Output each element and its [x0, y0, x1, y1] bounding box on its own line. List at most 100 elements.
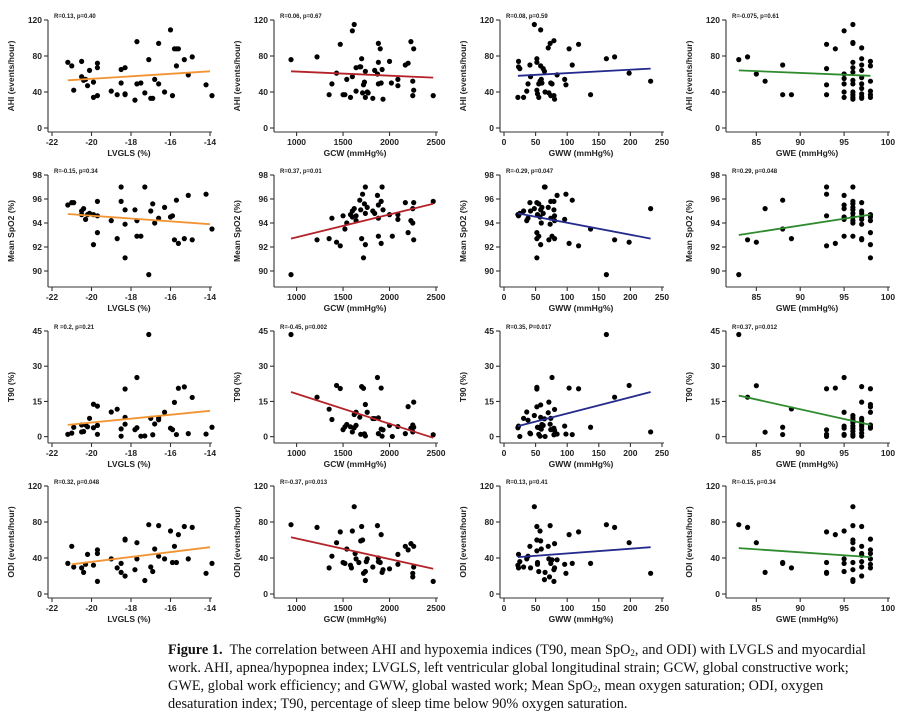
data-point [612, 237, 618, 243]
correlation-annotation: R=-0.15, p=0.34 [54, 169, 98, 175]
data-point [534, 561, 541, 567]
x-tick-label: -16 [164, 448, 177, 458]
x-tick-label: 150 [592, 137, 606, 147]
y-tick-label: 0 [263, 589, 268, 599]
data-point [347, 94, 354, 100]
data-point [867, 565, 874, 571]
data-point [203, 431, 209, 437]
data-point [566, 385, 572, 391]
data-point [288, 57, 294, 63]
data-point [762, 206, 768, 212]
data-point [520, 564, 527, 570]
x-tick-label: -18 [125, 292, 138, 302]
data-point [175, 532, 181, 538]
data-point [374, 523, 381, 529]
data-point [156, 553, 162, 559]
data-point [169, 93, 176, 99]
y-axis-title: T90 (%) [684, 372, 694, 402]
data-point [342, 560, 348, 566]
data-point [359, 523, 365, 530]
data-point [536, 94, 542, 100]
regression-line [738, 69, 871, 77]
data-point [527, 431, 534, 437]
data-point [563, 82, 569, 88]
data-point [134, 81, 140, 87]
data-point [762, 569, 768, 575]
data-point [744, 237, 751, 243]
regression-line [67, 213, 211, 226]
data-point [823, 433, 830, 440]
data-point [430, 198, 436, 204]
y-tick-label: 80 [711, 517, 721, 527]
data-point [408, 39, 414, 45]
y-tick-label: 94 [485, 218, 495, 228]
data-point [527, 543, 533, 549]
x-tick-label: 1000 [287, 292, 306, 302]
data-point [549, 374, 555, 381]
correlation-annotation: R=0.37, p=0.012 [732, 325, 778, 331]
data-point [520, 208, 527, 214]
data-point [562, 561, 568, 567]
data-point [859, 543, 865, 549]
data-point [379, 66, 385, 73]
data-point [209, 560, 215, 566]
data-point [118, 198, 124, 204]
data-point [736, 522, 742, 528]
x-axis-title: LVGLS (%) [107, 459, 150, 469]
data-point [753, 71, 759, 77]
x-tick-label: 1500 [334, 448, 353, 458]
scatter-plot-svg: 0 40 80 120 -22 -20 -18 -16 -14 LVGLS (%) ODI (eve… [6, 480, 217, 624]
data-point [90, 425, 97, 431]
data-point [841, 233, 847, 239]
data-point [823, 191, 830, 197]
data-point [360, 255, 367, 261]
data-point [161, 204, 168, 210]
data-point [357, 197, 363, 203]
data-point [342, 226, 348, 232]
x-tick-label: -20 [85, 137, 98, 147]
y-tick-label: 120 [706, 15, 720, 25]
data-point [203, 191, 209, 197]
y-tick-label: 92 [711, 242, 721, 252]
data-point [361, 79, 368, 85]
data-point [626, 70, 632, 76]
data-point [405, 547, 411, 553]
data-point [525, 81, 531, 87]
y-tick-label: 96 [711, 194, 721, 204]
scatter-panel: 0 40 80 120 1000 1500 2000 2500 GCW (mmHg%) AHI (… [226, 0, 452, 158]
x-tick-label: 90 [795, 603, 805, 613]
x-tick-label: -14 [204, 603, 217, 613]
data-point [146, 57, 152, 63]
data-point [134, 540, 140, 546]
y-tick-label: 80 [259, 51, 269, 61]
data-point [859, 433, 865, 439]
data-point [551, 213, 558, 219]
x-tick-label: 50 [531, 137, 541, 147]
data-point [562, 216, 568, 222]
data-point [148, 564, 154, 570]
correlation-annotation: R=0.13, p=0.41 [506, 480, 548, 486]
data-point [380, 96, 386, 102]
x-tick-label: 100 [881, 137, 895, 147]
data-point [541, 577, 548, 583]
data-point [612, 54, 618, 60]
data-point [94, 198, 101, 204]
scatter-panel: 90 92 94 96 98 0 50 100 150 200 250 GWW (mmHg%) Mean… [452, 155, 678, 313]
data-point [337, 385, 343, 392]
x-axis-title: GWE (mmHg%) [776, 148, 839, 158]
scatter-panel: 0 15 30 45 85 90 95 100 GWE (mmHg%) T90 (%) R=0.37… [678, 311, 904, 469]
data-point [81, 569, 87, 575]
data-point [410, 570, 416, 576]
data-point [411, 399, 417, 405]
data-point [575, 386, 582, 392]
y-tick-label: 40 [33, 553, 43, 563]
data-point [203, 570, 209, 576]
correlation-annotation: R=0.35, P=0.017 [506, 325, 552, 331]
x-tick-label: -18 [125, 448, 138, 458]
y-tick-label: 0 [715, 123, 720, 133]
data-point [575, 41, 582, 47]
scatter-plot-svg: 0 15 30 45 0 50 100 150 200 250 GWW (mmHg%) T90 (%)… [458, 325, 669, 469]
x-tick-label: -14 [204, 448, 217, 458]
x-axis-title: GCW (mmHg%) [324, 614, 387, 624]
x-tick-label: -22 [46, 137, 59, 147]
